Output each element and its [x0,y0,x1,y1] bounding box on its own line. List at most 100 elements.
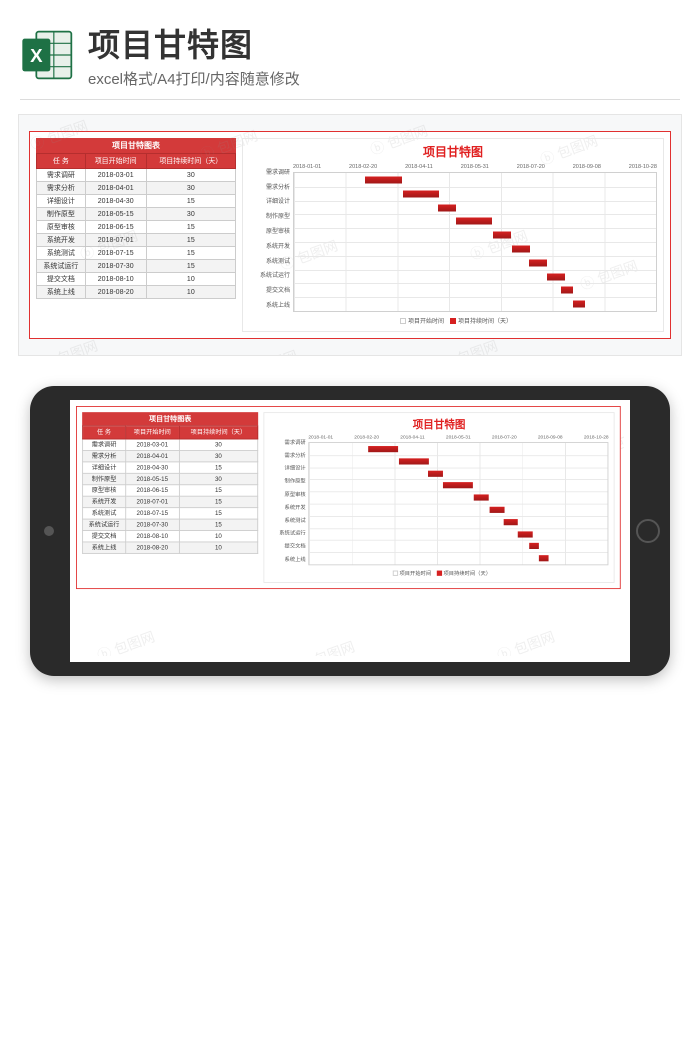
table-cell: 15 [179,496,258,507]
table-row: 系统测试2018-07-1515 [37,247,236,260]
table-cell: 10 [146,273,235,286]
gantt-chart: 项目甘特图需求调研需求分析详细设计制作原型原型审核系统开发系统测试系统试运行提交… [263,412,614,583]
x-tick-label: 2018-09-08 [573,164,601,170]
x-tick-label: 2018-05-31 [446,435,471,440]
table-cell: 10 [179,531,258,542]
table-row: 原型审核2018-06-1515 [37,221,236,234]
table-cell: 15 [146,260,235,273]
table-cell: 系统试运行 [83,519,126,530]
table-cell: 原型审核 [37,221,86,234]
x-tick-label: 2018-07-20 [517,164,545,170]
table-title: 项目甘特图表 [36,138,236,153]
table-cell: 10 [179,542,258,553]
table-row: 提交文档2018-08-1010 [83,531,258,542]
table-cell: 2018-07-01 [85,234,146,247]
table-cell: 系统开发 [83,496,126,507]
table-cell: 详细设计 [37,195,86,208]
table-row: 详细设计2018-04-3015 [83,462,258,473]
y-tick-label: 原型审核 [270,490,306,498]
table-cell: 需求分析 [83,450,126,461]
worksheet: 项目甘特图表任 务项目开始时间项目持续时间（天）需求调研2018-03-0130… [29,131,671,339]
table-cell: 需求调研 [83,439,126,450]
gantt-bar [529,543,539,549]
table-row: 系统开发2018-07-0115 [37,234,236,247]
table-cell: 15 [146,221,235,234]
tablet-frame: ⓑ 包图网ⓑ 包图网ⓑ 包图网ⓑ 包图网ⓑ 包图网ⓑ 包图网ⓑ 包图网ⓑ 包图网… [30,386,670,676]
table-cell: 15 [146,234,235,247]
y-tick-label: 需求调研 [270,438,306,446]
table-cell: 2018-04-01 [125,450,179,461]
gantt-bar [403,190,439,197]
table-cell: 2018-07-15 [85,247,146,260]
x-tick-label: 2018-10-28 [629,164,657,170]
y-tick-label: 详细设计 [249,196,290,205]
table-row: 需求调研2018-03-0130 [83,439,258,450]
y-tick-label: 系统上线 [270,555,306,563]
y-tick-label: 系统开发 [270,503,306,511]
table-cell: 提交文档 [37,273,86,286]
table-cell: 2018-08-20 [125,542,179,553]
watermark-text: ⓑ 包图网 [494,626,557,656]
table-cell: 系统上线 [83,542,126,553]
table-cell: 制作原型 [37,208,86,221]
table-cell: 2018-04-30 [125,462,179,473]
column-header: 任 务 [37,154,86,169]
column-header: 项目持续时间（天） [179,426,258,439]
gantt-bar [428,470,443,476]
x-tick-label: 2018-01-01 [308,435,333,440]
table-row: 制作原型2018-05-1530 [83,473,258,484]
column-header: 项目持续时间（天） [146,154,235,169]
plot-area [293,172,657,312]
table-cell: 系统上线 [37,286,86,299]
table-cell: 2018-04-30 [85,195,146,208]
table-cell: 2018-03-01 [85,169,146,182]
x-axis-labels: 2018-01-012018-02-202018-04-112018-05-31… [293,164,657,170]
page-header: X 项目甘特图 excel格式/A4打印/内容随意修改 [0,0,700,99]
table-row: 需求分析2018-04-0130 [37,182,236,195]
y-tick-label: 需求调研 [249,167,290,176]
gantt-bar [473,495,488,501]
y-tick-label: 详细设计 [270,464,306,472]
gantt-bar [561,287,573,294]
table-cell: 原型审核 [83,485,126,496]
page-subtitle: excel格式/A4打印/内容随意修改 [88,68,680,89]
table-cell: 15 [179,508,258,519]
gantt-bar [438,204,456,211]
table-cell: 2018-05-15 [125,473,179,484]
y-tick-label: 需求分析 [249,182,290,191]
table-row: 制作原型2018-05-1530 [37,208,236,221]
table-row: 系统试运行2018-07-3015 [37,260,236,273]
gantt-bar [365,176,401,183]
y-tick-label: 制作原型 [270,477,306,485]
table-row: 系统试运行2018-07-3015 [83,519,258,530]
y-tick-label: 提交文档 [270,542,306,550]
table-cell: 2018-05-15 [85,208,146,221]
gantt-bar [489,507,504,513]
column-header: 项目开始时间 [85,154,146,169]
table-cell: 30 [179,473,258,484]
gantt-bar [512,245,530,252]
table-cell: 2018-06-15 [125,485,179,496]
table-cell: 15 [179,519,258,530]
y-tick-label: 提交文档 [249,285,290,294]
worksheet: 项目甘特图表任 务项目开始时间项目持续时间（天）需求调研2018-03-0130… [76,406,621,589]
table-row: 详细设计2018-04-3015 [37,195,236,208]
excel-icon: X [20,27,76,83]
table-row: 系统上线2018-08-2010 [83,542,258,553]
table-cell: 10 [146,286,235,299]
table-row: 需求调研2018-03-0130 [37,169,236,182]
table-cell: 2018-07-30 [85,260,146,273]
y-tick-label: 系统开发 [249,241,290,250]
table-cell: 2018-08-10 [85,273,146,286]
gantt-bar [493,232,511,239]
table-cell: 系统开发 [37,234,86,247]
gantt-bar [368,446,398,452]
watermark-text: ⓑ 包图网 [294,636,357,656]
table-title: 项目甘特图表 [82,412,258,425]
x-tick-label: 2018-07-20 [492,435,517,440]
gantt-bar [399,458,429,464]
table-row: 系统上线2018-08-2010 [37,286,236,299]
table-cell: 2018-07-01 [125,496,179,507]
table-cell: 2018-07-30 [125,519,179,530]
table-cell: 30 [146,208,235,221]
